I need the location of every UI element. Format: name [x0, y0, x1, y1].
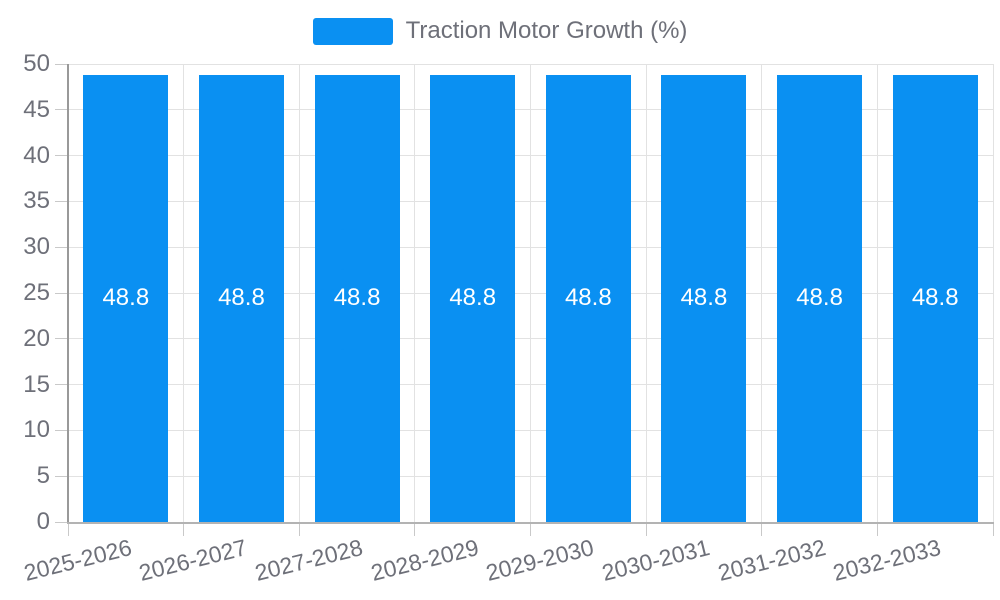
y-axis-label: 50: [23, 50, 50, 77]
bar-value-label: 48.8: [333, 284, 381, 312]
v-gridline: [645, 64, 647, 522]
bar-value-label: 48.8: [911, 284, 959, 312]
x-axis-tick: [645, 524, 647, 536]
x-axis-label: 2027-2028: [252, 534, 366, 586]
bar: [661, 74, 747, 522]
y-axis-label: 35: [23, 187, 50, 215]
x-axis-tick: [298, 524, 300, 536]
y-axis-tick: [55, 246, 67, 248]
x-axis-tick: [414, 524, 416, 536]
y-axis-label: 40: [23, 141, 50, 169]
x-axis-label: 2028-2029: [367, 534, 481, 586]
v-gridline: [761, 64, 763, 522]
x-axis-tick: [992, 524, 994, 536]
y-axis-tick: [55, 475, 67, 477]
x-axis-label: 2030-2031: [599, 534, 713, 586]
y-axis-label: 30: [23, 233, 50, 261]
bar-value-label: 48.8: [564, 284, 612, 312]
x-axis-line: [67, 522, 994, 524]
y-axis-label: 0: [36, 508, 50, 535]
v-gridline: [298, 64, 300, 522]
bar: [545, 74, 631, 522]
y-axis-tick: [55, 200, 67, 202]
bar: [83, 74, 169, 522]
y-axis-line: [67, 64, 69, 524]
bar-value-label: 48.8: [796, 284, 843, 312]
legend-label: Traction Motor Growth (%): [405, 17, 688, 44]
v-gridline: [876, 64, 878, 522]
x-axis-label: 2029-2030: [483, 534, 597, 586]
x-axis-tick: [183, 524, 185, 536]
bar: [430, 74, 516, 522]
v-gridline: [992, 64, 994, 522]
y-axis-tick: [55, 521, 67, 523]
x-axis-tick: [876, 524, 878, 536]
x-axis-label: 2025-2026: [21, 534, 135, 586]
y-axis-label: 15: [23, 370, 50, 398]
x-axis-label: 2031-2032: [714, 534, 828, 586]
bar: [777, 74, 863, 522]
bar-value-label: 48.8: [449, 284, 497, 312]
bar-value-label: 48.8: [102, 284, 150, 312]
y-axis-label: 45: [23, 95, 50, 123]
x-axis-label: 2032-2033: [830, 534, 944, 586]
x-axis-tick: [67, 524, 69, 536]
v-gridline: [414, 64, 416, 522]
v-gridline: [183, 64, 185, 522]
bar: [892, 74, 978, 522]
y-axis-label: 20: [23, 324, 50, 352]
y-axis-tick: [55, 155, 67, 157]
y-axis-label: 25: [23, 279, 50, 306]
x-axis-tick: [530, 524, 531, 536]
legend-item[interactable]: Traction Motor Growth (%): [0, 16, 1000, 46]
bar-value-label: 48.8: [680, 284, 728, 312]
y-axis-label: 10: [23, 416, 50, 444]
x-axis-tick: [761, 524, 763, 536]
y-axis-tick: [55, 63, 67, 65]
y-axis-tick: [55, 429, 67, 431]
y-axis-tick: [55, 109, 67, 111]
bar: [314, 74, 400, 522]
x-axis-label: 2026-2027: [136, 534, 250, 586]
y-axis-tick: [55, 292, 67, 294]
y-axis-label: 5: [36, 462, 50, 490]
y-axis-tick: [55, 338, 67, 340]
v-gridline: [530, 64, 531, 522]
y-axis-tick: [55, 384, 67, 386]
bar: [198, 74, 284, 522]
bar-value-label: 48.8: [218, 284, 265, 312]
legend-swatch: [312, 17, 393, 45]
